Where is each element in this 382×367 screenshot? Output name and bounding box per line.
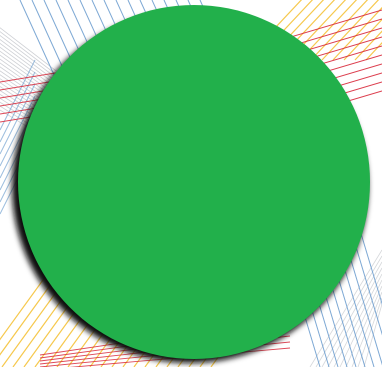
gray-line bbox=[363, 303, 382, 367]
yellow-line bbox=[332, 6, 382, 61]
yellow-line bbox=[299, 0, 358, 61]
gray-line bbox=[315, 255, 382, 367]
green-circle bbox=[18, 5, 370, 359]
gray-line bbox=[309, 249, 382, 367]
yellow-line bbox=[354, 30, 382, 61]
blue-line bbox=[0, 95, 36, 167]
blue-line bbox=[0, 71, 36, 143]
yellow-line bbox=[321, 0, 380, 61]
gray-line bbox=[351, 291, 382, 367]
gray-line bbox=[327, 267, 382, 367]
gray-line bbox=[321, 261, 382, 367]
